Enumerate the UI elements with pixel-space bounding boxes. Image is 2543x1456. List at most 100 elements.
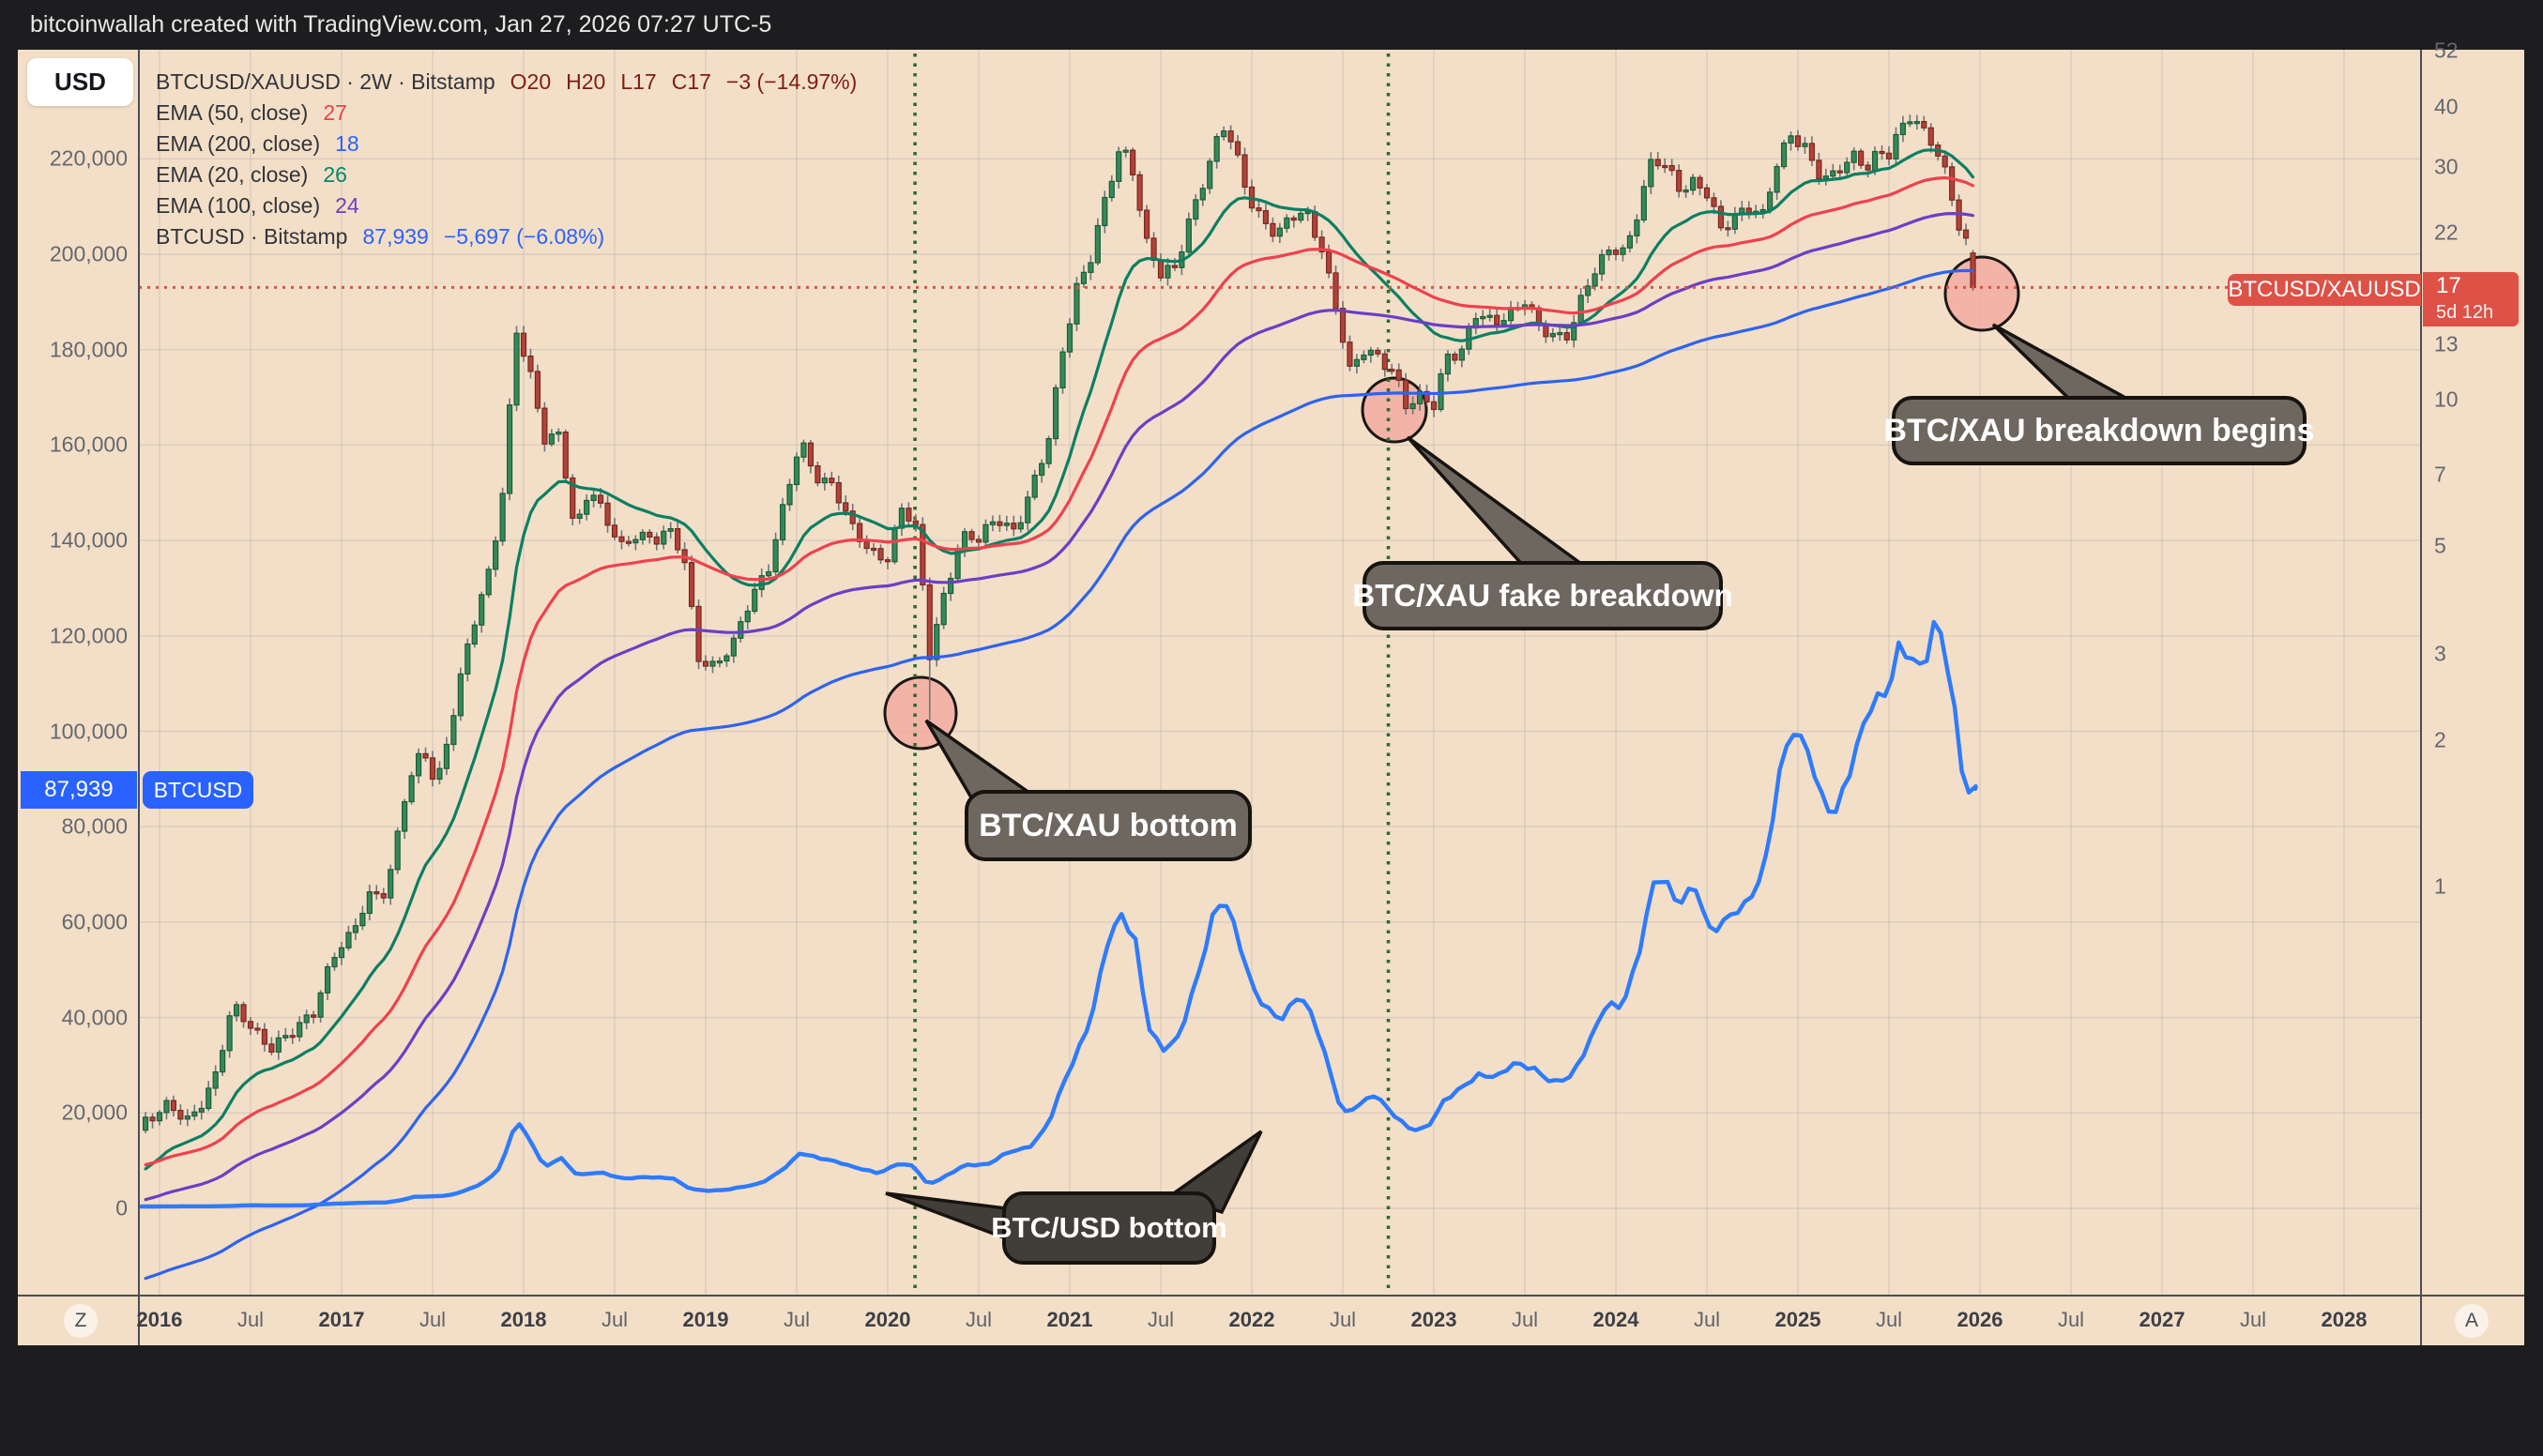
ema-100-line[interactable] [144, 212, 1975, 1202]
ema-200-line[interactable] [144, 268, 1975, 1281]
left-axis-tick: 40,000 [61, 1005, 128, 1030]
time-axis-tick: Jul [965, 1308, 993, 1331]
attribution-text: bitcoinwallah created with TradingView.c… [30, 11, 772, 38]
time-axis-tick: Jul [783, 1308, 811, 1331]
time-axis-tick: 2028 [2321, 1308, 2368, 1331]
left-axis-tick: 220,000 [49, 145, 128, 171]
btcusd-series-tag: BTCUSD [143, 771, 253, 809]
left-axis-tick: 180,000 [49, 337, 128, 362]
reset-zoom-button[interactable]: Z [64, 1304, 98, 1338]
ema100-label[interactable]: EMA (100, close) [156, 193, 321, 218]
ema-20-line[interactable] [144, 148, 1975, 1171]
left-axis-tick: 20,000 [61, 1100, 128, 1125]
right-axis-tick: 22 [2434, 220, 2459, 245]
ohlc-low: L17 [620, 69, 657, 94]
ema100-value: 24 [335, 193, 359, 218]
left-axis-tick: 80,000 [61, 813, 128, 839]
right-axis-tick: 40 [2434, 94, 2459, 119]
right-axis-tick: 10 [2434, 387, 2459, 412]
time-axis-tick: Jul [601, 1308, 629, 1331]
time-axis-tick: Jul [236, 1308, 265, 1331]
time-axis-tick: Jul [1875, 1308, 1903, 1331]
time-axis-tick: 2020 [864, 1308, 911, 1331]
ohlc-open: O20 [510, 69, 552, 94]
symbol-title[interactable]: BTCUSD/XAUUSD · 2W · Bitstamp [156, 69, 495, 94]
ohlc-high: H20 [566, 69, 606, 94]
ratio-series-tag: BTCUSD/XAUUSD [2228, 274, 2421, 306]
time-axis-tick: Jul [1511, 1308, 1539, 1331]
plot-frame [18, 50, 2524, 1345]
ratio-axis-value: 17 [2436, 273, 2461, 298]
time-axis-tick: 2024 [1592, 1308, 1639, 1331]
ohlc-close: C17 [671, 69, 711, 94]
legend: BTCUSD/XAUUSD · 2W · Bitstamp O20 H20 L1… [156, 67, 857, 252]
time-axis-tick: Jul [2239, 1308, 2267, 1331]
ema-50-line[interactable] [144, 175, 1975, 1167]
time-axis-tick: 2026 [1957, 1308, 2003, 1331]
bar-countdown: 5d 12h [2436, 302, 2494, 323]
right-axis-tick: 5 [2434, 533, 2446, 558]
time-axis-tick: Jul [1693, 1308, 1721, 1331]
right-axis-tick: 7 [2434, 462, 2446, 487]
annotation-xau-fake-breakdown[interactable]: BTC/XAU fake breakdown [1352, 561, 1733, 630]
left-axis-tick: 0 [115, 1195, 128, 1221]
ema200-label[interactable]: EMA (200, close) [156, 131, 321, 156]
left-axis-tick: 60,000 [61, 909, 128, 934]
left-axis-tick: 200,000 [49, 241, 128, 266]
time-axis-tick: 2019 [682, 1308, 729, 1331]
left-axis-tick: 140,000 [49, 527, 128, 553]
time-axis-tick: 2016 [136, 1308, 183, 1331]
btcusd-label[interactable]: BTCUSD · Bitstamp [156, 224, 348, 249]
legend-symbol-row[interactable]: BTCUSD/XAUUSD · 2W · Bitstamp O20 H20 L1… [156, 67, 857, 98]
time-axis-tick: 2025 [1774, 1308, 1821, 1331]
ema20-label[interactable]: EMA (20, close) [156, 162, 309, 187]
footer: TradingView [0, 1345, 2543, 1456]
right-axis-tick: 1 [2434, 873, 2446, 899]
annotation-xau-bottom[interactable]: BTC/XAU bottom [965, 790, 1252, 861]
attribution-bar: bitcoinwallah created with TradingView.c… [0, 0, 2543, 50]
right-axis-tick: 2 [2434, 727, 2446, 752]
annotation-tail-usd-bottom [885, 1191, 1008, 1241]
right-axis-tick: 52 [2434, 38, 2459, 63]
auto-scale-button[interactable]: A [2455, 1304, 2489, 1338]
time-axis-tick: Jul [1147, 1308, 1175, 1331]
btcusd-axis-price-label: 87,939 [21, 771, 137, 809]
time-axis-tick: 2018 [500, 1308, 547, 1331]
time-axis-tick: 2022 [1228, 1308, 1275, 1331]
right-axis-tick: 3 [2434, 641, 2446, 666]
left-axis-tick: 100,000 [49, 719, 128, 743]
currency-toggle-button[interactable]: USD [27, 58, 133, 106]
left-axis-tick: 160,000 [49, 432, 128, 457]
legend-ema20-row[interactable]: EMA (20, close) 26 [156, 159, 857, 190]
highlight-circle-xau-breakdown-begins[interactable] [1943, 255, 2020, 332]
time-axis-tick: 2017 [318, 1308, 365, 1331]
ohlc-change: −3 (−14.97%) [725, 69, 858, 94]
btcusd-price: 87,939 [362, 224, 429, 249]
legend-ema200-row[interactable]: EMA (200, close) 18 [156, 129, 857, 159]
annotation-xau-breakdown-begins[interactable]: BTC/XAU breakdown begins [1883, 396, 2315, 465]
time-axis-tick: 2023 [1410, 1308, 1457, 1331]
time-axis-tick: 2021 [1046, 1308, 1093, 1331]
ema50-value: 27 [323, 100, 347, 125]
ema-lines [144, 148, 1975, 1281]
time-axis-tick: Jul [2057, 1308, 2085, 1331]
ema50-label[interactable]: EMA (50, close) [156, 100, 309, 125]
ratio-axis-price-label: 17 5d 12h [2423, 272, 2519, 326]
time-axis-tick: Jul [1329, 1308, 1357, 1331]
right-axis-tick: 30 [2434, 154, 2459, 179]
right-axis-tick: 13 [2434, 331, 2459, 356]
ema200-value: 18 [335, 131, 359, 156]
highlight-circle-xau-fake-breakdown[interactable] [1361, 376, 1428, 444]
legend-ema50-row[interactable]: EMA (50, close) 27 [156, 98, 857, 129]
left-axis-tick: 120,000 [49, 623, 128, 648]
annotation-usd-bottom[interactable]: BTC/USD bottom [991, 1191, 1227, 1265]
legend-btcusd-row[interactable]: BTCUSD · Bitstamp 87,939 −5,697 (−6.08%) [156, 221, 857, 252]
chart-background[interactable] [18, 50, 2524, 1345]
time-axis-tick: Jul [419, 1308, 447, 1331]
legend-ema100-row[interactable]: EMA (100, close) 24 [156, 190, 857, 221]
btcusd-line[interactable] [139, 619, 1978, 1209]
annotation-tail-xau-fake-breakdown [1406, 435, 1593, 570]
ema20-value: 26 [323, 162, 347, 187]
annotation-tail-xau-breakdown-begins [1991, 323, 2137, 405]
